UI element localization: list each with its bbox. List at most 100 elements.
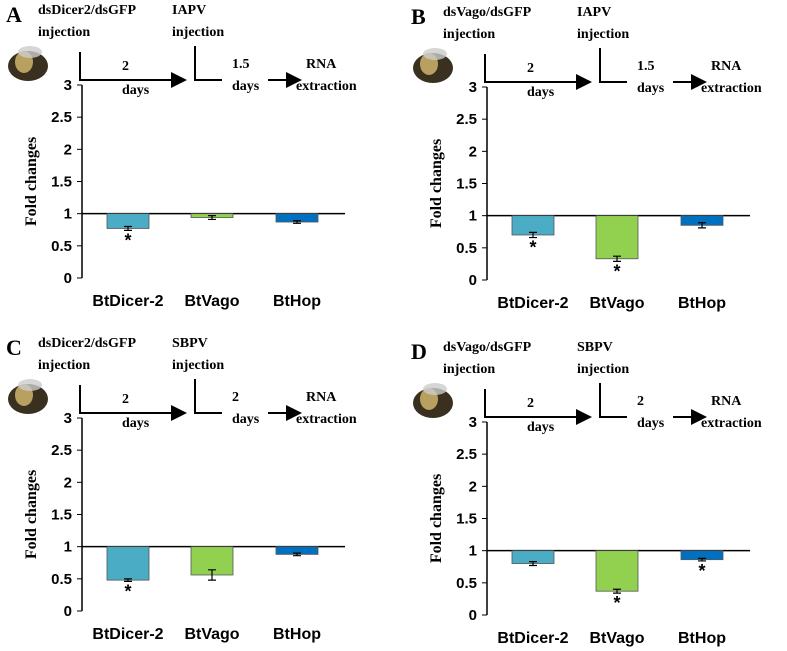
y-tick-label: 2.5	[456, 111, 477, 128]
y-tick-label: 0	[469, 607, 477, 624]
y-tick-label: 0.5	[456, 575, 477, 592]
y-tick-label: 3	[469, 414, 477, 431]
timeline-label: injection	[443, 362, 495, 377]
significance-marker: *	[529, 238, 536, 258]
bee-icon	[8, 379, 48, 414]
timeline-label: dsVago/dsGFP	[443, 5, 532, 20]
x-tick-label: BtVago	[589, 295, 644, 312]
error-bar	[698, 557, 706, 562]
y-tick-label: 0.5	[456, 240, 477, 257]
bee-wing	[18, 379, 42, 391]
timeline-label: days	[527, 420, 555, 435]
y-axis-label: Fold changes	[428, 474, 445, 563]
timeline-label: 1.5	[232, 57, 250, 72]
significance-marker: *	[613, 593, 620, 613]
significance-marker: *	[124, 581, 131, 601]
timeline-line	[484, 54, 592, 90]
timeline-label: extraction	[701, 81, 762, 96]
timeline-label: dsVago/dsGFP	[443, 340, 532, 355]
x-tick-label: BtHop	[273, 293, 321, 310]
timeline-label: days	[637, 416, 665, 431]
timeline-label: days	[527, 85, 555, 100]
timeline-line	[79, 385, 187, 421]
error-bar	[208, 214, 216, 221]
timeline-label: 2	[232, 390, 239, 405]
timeline-label: 2	[527, 396, 534, 411]
bar	[595, 215, 639, 260]
y-tick-label: 2.5	[51, 442, 72, 459]
timeline-label: days	[637, 81, 665, 96]
y-tick-label: 2.5	[51, 109, 72, 126]
y-tick-label: 2	[64, 141, 72, 158]
error-bar	[613, 255, 621, 262]
y-tick-label: 3	[469, 79, 477, 96]
timeline-label: injection	[38, 25, 90, 40]
panel-label: B	[411, 4, 426, 29]
timeline-label: SBPV	[172, 336, 208, 351]
timeline-label: IAPV	[577, 5, 611, 20]
y-tick-label: 3	[64, 77, 72, 94]
y-tick-label: 3	[64, 410, 72, 427]
y-tick-label: 1.5	[51, 507, 72, 524]
timeline-label: days	[232, 412, 260, 427]
timeline-label: RNA	[306, 390, 337, 405]
timeline-label: injection	[172, 25, 224, 40]
timeline-label: extraction	[296, 79, 357, 94]
timeline-label: SBPV	[577, 340, 613, 355]
timeline-label: RNA	[306, 57, 337, 72]
timeline-label: injection	[577, 27, 629, 42]
y-tick-label: 1.5	[456, 176, 477, 193]
timeline-line	[194, 46, 222, 81]
panel-label: A	[6, 2, 22, 27]
x-tick-label: BtVago	[589, 630, 644, 647]
error-bar	[293, 552, 301, 557]
x-tick-label: BtVago	[184, 293, 239, 310]
timeline-line	[484, 389, 592, 425]
bee-wing	[423, 48, 447, 60]
timeline-label: RNA	[711, 394, 742, 409]
timeline-label: injection	[172, 358, 224, 373]
timeline-label: 1.5	[637, 59, 655, 74]
timeline-label: 2	[122, 392, 129, 407]
timeline-line	[79, 52, 187, 88]
y-tick-label: 1	[64, 206, 72, 223]
significance-marker: *	[613, 261, 620, 281]
error-bar	[124, 225, 132, 231]
timeline-label: injection	[577, 362, 629, 377]
y-tick-label: 0	[469, 272, 477, 289]
bar	[595, 550, 639, 592]
y-tick-label: 1	[469, 208, 477, 225]
timeline-label: dsDicer2/dsGFP	[38, 336, 136, 351]
x-tick-label: BtDicer-2	[497, 630, 568, 647]
y-axis-label: Fold changes	[23, 470, 40, 559]
error-bar	[124, 578, 132, 583]
bee-wing	[18, 46, 42, 58]
timeline-label: days	[232, 79, 260, 94]
y-tick-label: 2	[469, 143, 477, 160]
panel-label: D	[411, 339, 427, 364]
timeline-label: 2	[637, 394, 644, 409]
significance-marker: *	[124, 230, 131, 250]
timeline-label: RNA	[711, 59, 742, 74]
timeline-line	[599, 383, 627, 418]
error-bar	[698, 222, 706, 229]
timeline-label: 2	[527, 61, 534, 76]
y-tick-label: 0	[64, 603, 72, 620]
x-tick-label: BtDicer-2	[92, 293, 163, 310]
error-bar	[613, 588, 621, 594]
timeline-line	[599, 48, 627, 83]
significance-marker: *	[698, 561, 705, 581]
x-tick-label: BtHop	[273, 626, 321, 643]
error-bar	[529, 561, 537, 567]
y-tick-label: 2	[469, 478, 477, 495]
bee-icon	[8, 46, 48, 81]
bee-icon	[413, 48, 453, 83]
y-tick-label: 1	[469, 543, 477, 560]
y-tick-label: 2.5	[456, 446, 477, 463]
y-tick-label: 1.5	[456, 511, 477, 528]
